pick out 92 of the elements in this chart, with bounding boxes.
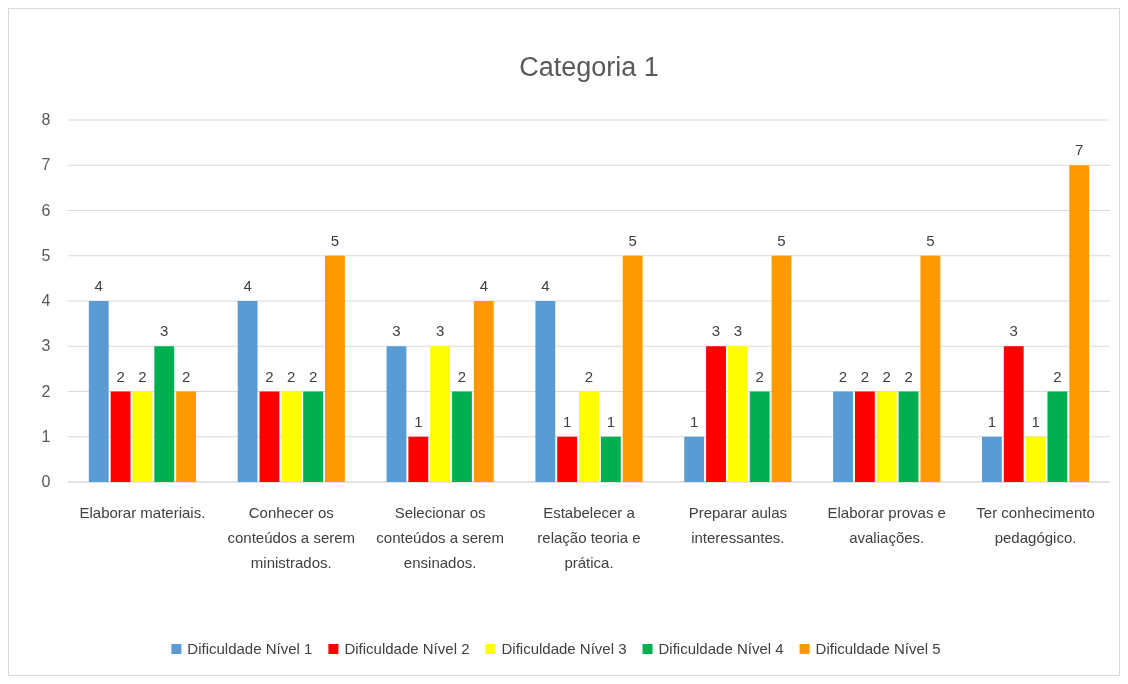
bar — [579, 391, 599, 482]
bar — [876, 391, 897, 482]
bar — [259, 391, 280, 482]
bar — [600, 436, 621, 482]
legend-label: Dificuldade Nível 4 — [658, 640, 784, 657]
data-label: 7 — [1075, 141, 1084, 159]
bar — [281, 391, 302, 482]
data-label: 2 — [138, 367, 147, 385]
data-label: 2 — [287, 367, 296, 385]
data-label: 2 — [838, 367, 848, 385]
data-label: 1 — [414, 412, 423, 430]
data-label: 2 — [457, 367, 467, 385]
bar — [430, 346, 451, 482]
y-tick-label: 8 — [41, 111, 51, 128]
bar — [237, 301, 258, 482]
data-label: 5 — [628, 231, 637, 249]
bar — [1047, 391, 1068, 482]
data-label: 1 — [606, 412, 616, 430]
bar — [706, 346, 726, 482]
bar — [771, 255, 792, 482]
data-label: 3 — [160, 322, 169, 340]
bar — [981, 436, 1002, 482]
x-tick-label: Elaborar materiais. — [79, 504, 206, 521]
data-label: 5 — [330, 231, 340, 249]
y-tick-label: 6 — [41, 201, 51, 219]
bar — [473, 301, 494, 482]
y-tick-label: 0 — [41, 473, 51, 490]
bar — [684, 436, 705, 482]
bar — [727, 346, 748, 482]
data-label: 1 — [987, 412, 997, 430]
bar — [535, 301, 556, 482]
x-tick-label: Selecionar os conteúdos a serem ensinados. — [376, 504, 504, 571]
data-label: 2 — [1053, 367, 1062, 385]
bar — [898, 391, 919, 482]
y-tick-label: 3 — [41, 337, 51, 355]
chart-title: Categoria 1 — [519, 52, 659, 82]
x-tick-label: Ter conhecimento pedagógico. — [976, 504, 1095, 546]
data-label: 3 — [435, 322, 445, 340]
data-label: 3 — [392, 322, 401, 340]
legend-label: Dificuldade Nível 1 — [187, 640, 313, 657]
bar — [325, 255, 345, 482]
data-label: 3 — [733, 322, 743, 340]
data-label: 2 — [882, 367, 891, 385]
data-label: 2 — [904, 367, 913, 385]
bar — [833, 391, 853, 482]
data-label: 5 — [777, 231, 786, 249]
x-tick-label: Conhecer os conteúdos a serem ministrados. — [227, 504, 356, 571]
data-label: 4 — [479, 277, 488, 294]
bar — [176, 391, 197, 482]
bar — [854, 391, 875, 482]
data-label: 4 — [243, 277, 252, 294]
data-label: 2 — [116, 367, 125, 385]
data-label: 3 — [711, 322, 721, 340]
bar — [408, 436, 429, 482]
bar — [1003, 346, 1024, 482]
data-label: 2 — [308, 367, 318, 385]
y-tick-label: 5 — [41, 246, 51, 264]
legend-label: Dificuldade Nível 2 — [344, 640, 470, 657]
data-label: 4 — [541, 277, 550, 294]
bar — [557, 436, 578, 482]
bar — [88, 301, 109, 482]
x-tick-label: Estabelecer a relação teoria e prática. — [537, 504, 641, 571]
data-label: 2 — [181, 367, 191, 385]
bar — [920, 255, 941, 482]
bar — [154, 346, 175, 482]
y-tick-label: 7 — [41, 156, 51, 174]
data-label: 1 — [690, 412, 699, 430]
data-label: 4 — [94, 277, 103, 294]
bar — [452, 391, 472, 482]
legend-label: Dificuldade Nível 3 — [501, 640, 627, 657]
y-tick-label: 2 — [41, 382, 51, 400]
y-tick-label: 1 — [41, 427, 51, 445]
data-label: 3 — [1009, 322, 1018, 340]
x-tick-label: Preparar aulas interessantes. — [688, 504, 788, 546]
bar — [110, 391, 131, 482]
bar — [1025, 436, 1046, 482]
data-label: 1 — [1031, 412, 1040, 430]
bar — [386, 346, 407, 482]
bar — [749, 391, 770, 482]
data-label: 5 — [926, 231, 935, 249]
legend-label: Dificuldade Nível 5 — [815, 640, 941, 657]
data-label: 2 — [860, 367, 870, 385]
bar — [1069, 165, 1090, 482]
bar — [622, 255, 643, 482]
bar — [303, 391, 324, 482]
data-label: 2 — [755, 367, 764, 385]
x-tick-label: Elaborar provas e avaliações. — [827, 504, 946, 546]
bar — [132, 391, 153, 482]
data-label: 2 — [265, 367, 274, 385]
data-label: 1 — [562, 412, 572, 430]
y-tick-label: 4 — [41, 292, 51, 309]
data-label: 2 — [584, 367, 594, 385]
